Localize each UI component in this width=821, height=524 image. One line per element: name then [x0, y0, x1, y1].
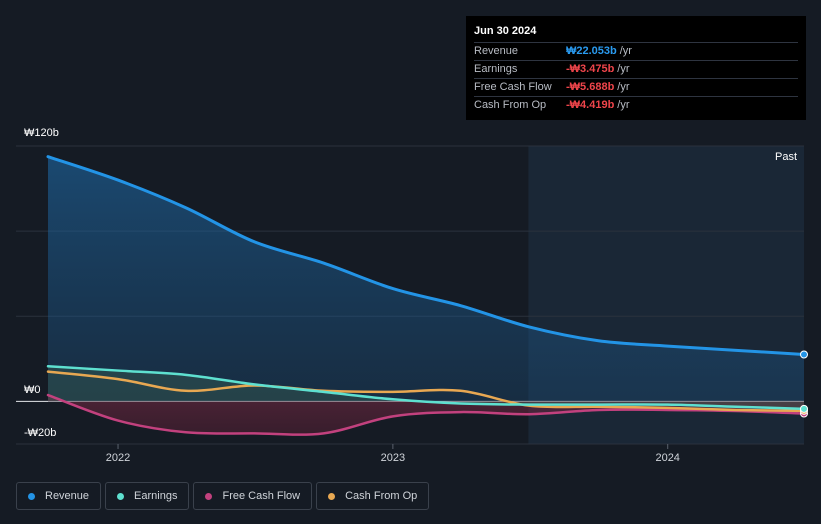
- tooltip-value: ₩22.053b: [566, 45, 617, 57]
- tooltip-date: Jun 30 2024: [474, 25, 537, 37]
- x-tick-label: 2022: [106, 452, 130, 464]
- y-tick-label: -₩20b: [24, 427, 56, 439]
- tooltip-value: -₩3.475b: [566, 63, 615, 75]
- tooltip-label: Cash From Op: [474, 99, 547, 111]
- free-cash-flow-line: [46, 393, 806, 436]
- series-lines: [46, 155, 806, 436]
- tooltip-unit: /yr: [617, 63, 630, 75]
- revenue-line: [46, 155, 806, 356]
- past-label: Past: [775, 151, 797, 163]
- legend-label: Cash From Op: [345, 490, 418, 502]
- tooltip-value: -₩4.419b: [566, 99, 615, 111]
- earnings-end-point: [800, 404, 808, 413]
- earnings-area: [48, 366, 804, 409]
- revenue-end-point: [800, 350, 808, 359]
- earnings-line: [46, 365, 806, 411]
- tooltip-label: Free Cash Flow: [474, 81, 552, 93]
- tooltip-label: Revenue: [474, 45, 519, 57]
- legend-label: Free Cash Flow: [222, 490, 301, 502]
- legend: Revenue Earnings Free Cash Flow Cash Fro…: [16, 482, 430, 510]
- chart: ₩120b ₩0 -₩20b 2022 2023 2024 Past: [16, 127, 808, 464]
- legend-label: Revenue: [45, 490, 90, 502]
- y-tick-label: ₩0: [24, 384, 41, 396]
- tooltip-value: -₩5.688b: [566, 81, 615, 93]
- legend-dot-icon: [328, 492, 336, 500]
- legend-item-earnings[interactable]: Earnings: [105, 482, 190, 510]
- tooltip-row-cash-from-op: Cash From Op -₩4.419b /yr: [474, 96, 798, 114]
- x-tick-label: 2023: [381, 452, 405, 464]
- legend-label: Earnings: [134, 490, 178, 502]
- end-markers: [800, 350, 808, 418]
- y-tick-label: ₩120b: [24, 127, 59, 139]
- legend-item-free-cash-flow[interactable]: Free Cash Flow: [193, 482, 313, 510]
- cash-from-op-line: [46, 370, 806, 413]
- tooltip-label: Earnings: [474, 63, 518, 75]
- legend-dot-icon: [28, 492, 35, 500]
- tooltip-unit: /yr: [619, 45, 632, 57]
- tooltip-unit: /yr: [617, 81, 630, 93]
- legend-dot-icon: [205, 492, 213, 500]
- legend-item-cash-from-op[interactable]: Cash From Op: [316, 482, 430, 510]
- tooltip-row-earnings: Earnings -₩3.475b /yr: [474, 60, 798, 78]
- legend-dot-icon: [117, 492, 125, 500]
- tooltip-row-revenue: Revenue ₩22.053b /yr: [474, 42, 798, 60]
- x-tick-label: 2024: [655, 452, 679, 464]
- legend-item-revenue[interactable]: Revenue: [16, 482, 102, 510]
- tooltip-unit: /yr: [617, 99, 630, 111]
- tooltip: Jun 30 2024 Revenue ₩22.053b /yr Earning…: [466, 16, 806, 120]
- revenue-area: [48, 156, 804, 402]
- tooltip-row-free-cash-flow: Free Cash Flow -₩5.688b /yr: [474, 78, 798, 96]
- axis-labels: ₩120b ₩0 -₩20b 2022 2023 2024: [24, 127, 680, 464]
